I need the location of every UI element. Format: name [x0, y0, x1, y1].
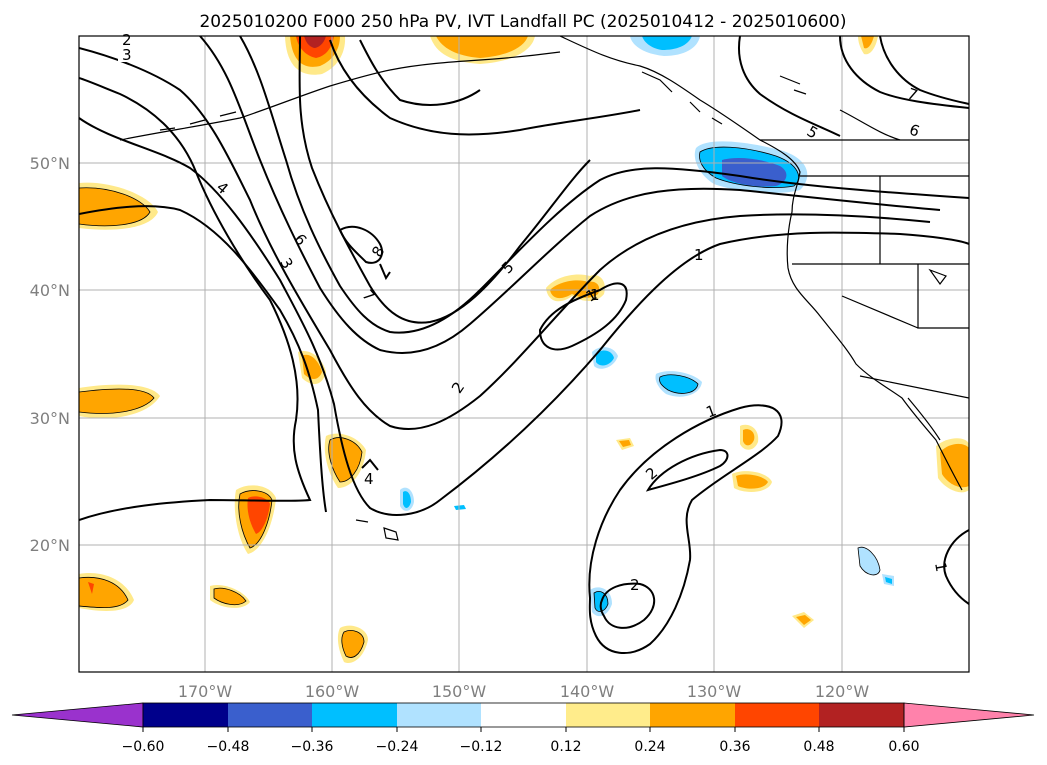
lon-label: 160°W: [305, 682, 360, 701]
figure-title: 2025010200 F000 250 hPa PV, IVT Landfall…: [199, 12, 846, 32]
colorbar-tick: 0.60: [888, 739, 919, 755]
lon-label: 130°W: [687, 682, 742, 701]
colorbar-tick: 0.24: [634, 739, 665, 755]
colorbar: −0.60 −0.48 −0.36 −0.24 −0.12 0.12 0.24 …: [11, 702, 1035, 755]
map-background: [79, 36, 969, 672]
lat-label: 40°N: [30, 281, 70, 300]
lon-label: 170°W: [178, 682, 233, 701]
lon-label: 150°W: [432, 682, 487, 701]
colorbar-tick: 0.48: [803, 739, 834, 755]
colorbar-bin: [566, 703, 650, 727]
gridlines: [79, 36, 969, 672]
colorbar-extend-min: [11, 702, 144, 728]
contour-label: 3: [122, 46, 132, 64]
contour-label: 2: [122, 31, 132, 49]
colorbar-bin: [819, 703, 904, 727]
lat-label: 50°N: [30, 154, 70, 173]
colorbar-tick: −0.12: [460, 739, 503, 755]
colorbar-bin: [650, 703, 735, 727]
colorbar-tick: −0.24: [376, 739, 419, 755]
contour-label: 1: [931, 561, 950, 574]
contour-label: 4: [364, 470, 374, 488]
contour-label: 2: [630, 576, 640, 594]
map-panel: 3 2 4 6 3 8 7 5 2 1 1 2 4 2 1 5 6 7 1 1 …: [30, 31, 970, 701]
contour-label: 1: [694, 246, 704, 264]
colorbar-tick: −0.48: [207, 739, 250, 755]
lat-label: 20°N: [30, 536, 70, 555]
lat-label: 30°N: [30, 409, 70, 428]
colorbar-tick: −0.36: [291, 739, 334, 755]
colorbar-tick: 0.36: [719, 739, 750, 755]
contour-label: 1: [590, 286, 600, 304]
colorbar-extend-max: [903, 702, 1035, 728]
pv-contours: [79, 36, 969, 655]
lon-label: 120°W: [815, 682, 870, 701]
longitude-labels: 170°W 160°W 150°W 140°W 130°W 120°W: [178, 682, 870, 701]
pv-shading: [79, 36, 969, 664]
colorbar-tick: 0.12: [550, 739, 581, 755]
colorbar-bin: [481, 703, 566, 727]
colorbar-bin: [735, 703, 819, 727]
colorbar-bin: [143, 703, 228, 727]
colorbar-tick: −0.60: [122, 739, 165, 755]
lon-label: 140°W: [560, 682, 615, 701]
latitude-labels: 50°N 40°N 30°N 20°N: [30, 154, 70, 555]
colorbar-bin: [312, 703, 397, 727]
map-frame: [78, 35, 970, 673]
colorbar-bin: [228, 703, 312, 727]
colorbar-bin: [397, 703, 481, 727]
